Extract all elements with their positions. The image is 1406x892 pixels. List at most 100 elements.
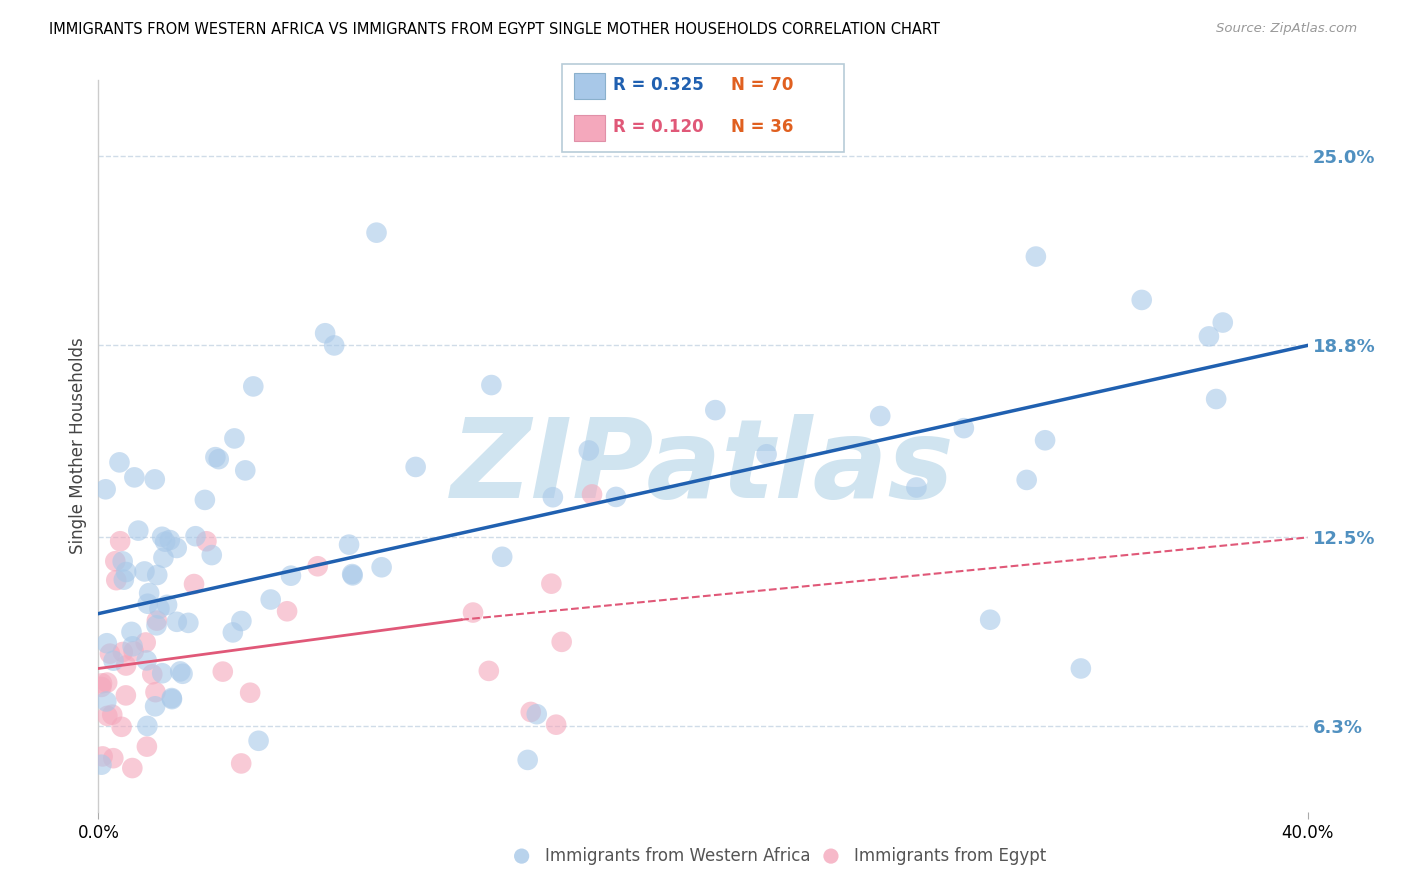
Point	[201, 548, 224, 562]
Point	[150, 666, 173, 681]
Bar	[574, 73, 605, 99]
Point	[905, 481, 928, 495]
Point	[96, 709, 118, 723]
Point	[239, 686, 262, 700]
Point	[101, 707, 124, 722]
Point	[145, 685, 167, 699]
Point	[108, 534, 131, 549]
Point	[184, 529, 207, 543]
Point	[183, 577, 205, 591]
Point	[222, 625, 245, 640]
Text: ZIPatlas: ZIPatlas	[451, 415, 955, 522]
Point	[233, 463, 256, 477]
Text: N = 70: N = 70	[731, 76, 793, 95]
Point	[124, 470, 146, 484]
Point	[121, 761, 143, 775]
Text: IMMIGRANTS FROM WESTERN AFRICA VS IMMIGRANTS FROM EGYPT SINGLE MOTHER HOUSEHOLDS: IMMIGRANTS FROM WESTERN AFRICA VS IMMIGR…	[49, 22, 941, 37]
Point	[166, 615, 188, 629]
Point	[211, 665, 233, 679]
Text: Immigrants from Western Africa: Immigrants from Western Africa	[546, 847, 810, 865]
Point	[231, 756, 253, 771]
Point	[516, 753, 538, 767]
Point	[135, 739, 157, 754]
Point	[90, 757, 112, 772]
Point	[103, 751, 125, 765]
Text: Source: ZipAtlas.com: Source: ZipAtlas.com	[1216, 22, 1357, 36]
Text: N = 36: N = 36	[731, 118, 793, 136]
Point	[150, 530, 173, 544]
Y-axis label: Single Mother Households: Single Mother Households	[69, 338, 87, 554]
Point	[115, 565, 138, 579]
Point	[177, 615, 200, 630]
Point	[136, 719, 159, 733]
Point	[224, 432, 246, 446]
Point	[103, 654, 125, 668]
Point	[91, 676, 114, 690]
Point	[152, 550, 174, 565]
Point	[143, 472, 166, 486]
Point	[204, 450, 226, 464]
Point	[104, 554, 127, 568]
Point	[581, 487, 603, 501]
Point	[519, 705, 541, 719]
Point	[138, 586, 160, 600]
Point	[121, 624, 143, 639]
Point	[979, 613, 1001, 627]
Point	[141, 667, 163, 681]
Point	[1130, 293, 1153, 307]
Point	[578, 443, 600, 458]
Point	[231, 614, 253, 628]
Point	[1033, 434, 1056, 448]
Point	[405, 459, 427, 474]
Point	[280, 568, 302, 582]
Point	[136, 597, 159, 611]
Point	[156, 598, 179, 612]
Point	[276, 604, 298, 618]
Point	[159, 533, 181, 547]
Point	[111, 645, 134, 659]
Point	[122, 644, 145, 658]
Point	[91, 749, 114, 764]
Point	[340, 567, 363, 582]
Point	[160, 691, 183, 706]
Point	[1205, 392, 1227, 406]
Point	[195, 534, 218, 549]
Point	[143, 699, 166, 714]
Point	[605, 490, 627, 504]
Point	[208, 452, 231, 467]
Point	[134, 565, 156, 579]
Point	[135, 635, 157, 649]
Point	[160, 692, 183, 706]
Point	[105, 573, 128, 587]
Point	[461, 606, 484, 620]
Point	[323, 338, 346, 352]
Point	[491, 549, 513, 564]
Point	[260, 592, 283, 607]
Point	[166, 541, 188, 555]
Point	[194, 492, 217, 507]
Point	[115, 689, 138, 703]
Point	[115, 658, 138, 673]
Point	[112, 573, 135, 587]
Point	[546, 717, 568, 731]
Point	[510, 849, 533, 863]
Point	[153, 534, 176, 549]
Point	[337, 538, 360, 552]
Point	[755, 447, 778, 461]
Point	[169, 665, 191, 679]
Point	[247, 733, 270, 747]
Point	[478, 664, 501, 678]
Point	[1070, 661, 1092, 675]
Point	[110, 720, 132, 734]
Text: R = 0.325: R = 0.325	[613, 76, 704, 95]
Text: Immigrants from Egypt: Immigrants from Egypt	[855, 847, 1046, 865]
Point	[342, 568, 364, 582]
Point	[90, 680, 112, 694]
Point	[1212, 316, 1234, 330]
Point	[108, 455, 131, 469]
Point	[146, 614, 169, 628]
Point	[148, 601, 170, 615]
Point	[242, 379, 264, 393]
Point	[366, 226, 388, 240]
Point	[1198, 329, 1220, 343]
